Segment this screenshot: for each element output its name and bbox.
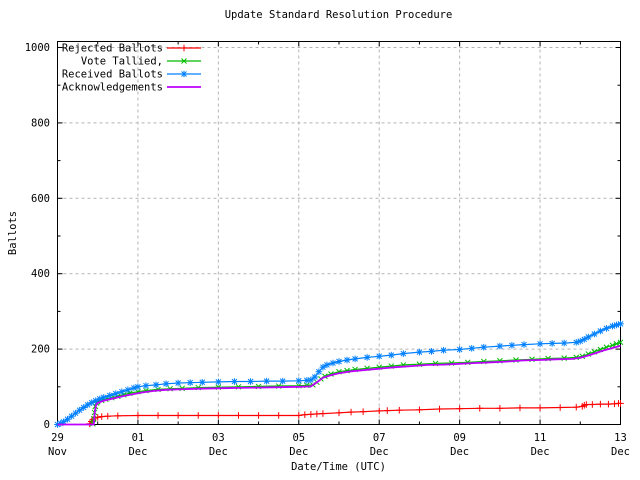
svg-text:05: 05: [292, 432, 305, 444]
series-markers-received-ballots: [54, 320, 624, 428]
svg-text:0: 0: [44, 419, 50, 431]
svg-text:Dec: Dec: [611, 446, 630, 458]
svg-text:01: 01: [132, 432, 145, 444]
svg-text:Dec: Dec: [531, 446, 550, 458]
series-line-received-ballots: [57, 323, 621, 426]
legend-label: Vote Tallied,: [81, 56, 163, 68]
svg-text:07: 07: [373, 432, 386, 444]
svg-text:Dec: Dec: [370, 446, 389, 458]
series-rejected-ballots: [86, 400, 624, 428]
svg-text:09: 09: [453, 432, 466, 444]
svg-text:400: 400: [31, 268, 50, 280]
legend-marker-sample: [180, 44, 188, 52]
chart-title: Update Standard Resolution Procedure: [224, 9, 453, 21]
svg-text:200: 200: [31, 344, 50, 356]
legend-item-acknowledgements: Acknowledgements: [62, 82, 201, 94]
svg-text:800: 800: [31, 117, 50, 129]
svg-text:Dec: Dec: [450, 446, 469, 458]
legend-label: Acknowledgements: [62, 82, 163, 94]
svg-text:11: 11: [534, 432, 547, 444]
series-markers-rejected-ballots: [86, 400, 624, 428]
svg-text:Nov: Nov: [48, 446, 67, 458]
series-line-rejected-ballots: [89, 402, 621, 425]
legend-item-received-ballots: Received Ballots: [62, 69, 201, 81]
svg-text:29: 29: [51, 432, 64, 444]
grid-lines: [57, 41, 621, 425]
svg-text:13: 13: [614, 432, 627, 444]
legend-item-vote-tallied: Vote Tallied,: [81, 56, 201, 68]
svg-text:600: 600: [31, 193, 50, 205]
legend-marker-sample: [180, 70, 188, 78]
svg-text:Dec: Dec: [289, 446, 308, 458]
legend-marker-sample: [181, 58, 187, 64]
x-axis-label: Date/Time (UTC): [291, 461, 386, 473]
svg-text:1000: 1000: [25, 42, 50, 54]
series-line-acknowledgements: [57, 344, 621, 426]
series-markers-vote-tallied: [90, 339, 624, 427]
y-tick-labels: 0 200 400 600 800 1000: [25, 42, 50, 431]
x-tick-labels: 29 Nov 01 Dec 03 Dec 05 Dec 07 Dec 09 Dec 11 Dec 13 Dec: [48, 432, 630, 458]
svg-text:Dec: Dec: [209, 446, 228, 458]
series-received-ballots: [54, 320, 624, 428]
legend-item-rejected-ballots: Rejected Ballots: [62, 43, 201, 55]
plot-border: [57, 41, 621, 425]
series-acknowledgements: [57, 344, 621, 426]
legend-label: Rejected Ballots: [62, 43, 163, 55]
axis-ticks: [57, 41, 621, 425]
svg-text:03: 03: [212, 432, 225, 444]
svg-text:Dec: Dec: [128, 446, 147, 458]
legend-label: Received Ballots: [62, 69, 163, 81]
